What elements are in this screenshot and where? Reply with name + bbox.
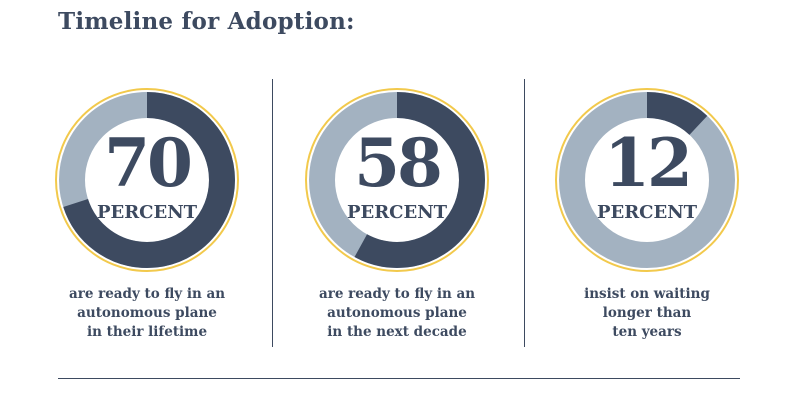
percent-label: PERCENT <box>596 202 698 223</box>
donut-gauge: 58 PERCENT <box>303 86 491 274</box>
caption-line: in the next decade <box>327 324 467 340</box>
percent-label: PERCENT <box>96 202 198 223</box>
gauge-value-segment <box>559 92 735 268</box>
percent-value: 58 <box>354 124 443 202</box>
caption-line: autonomous plane <box>77 305 217 321</box>
gauge-value-segment <box>309 92 485 268</box>
stat-panel-1: 70 PERCENT are ready to fly in an autono… <box>27 86 267 356</box>
caption-line: longer than <box>602 305 692 321</box>
gauge-outline <box>305 88 489 272</box>
gauge-outline <box>55 88 239 272</box>
percent-label: PERCENT <box>346 202 448 223</box>
percent-value: 12 <box>604 124 693 202</box>
column-divider <box>272 79 273 347</box>
stat-panel-2: 58 PERCENT are ready to fly in an autono… <box>277 86 517 356</box>
donut-gauge: 12 PERCENT <box>553 86 741 274</box>
column-divider <box>524 79 525 347</box>
stat-caption: insist on waiting longer than ten years <box>527 285 767 342</box>
bottom-rule <box>58 378 740 379</box>
caption-line: autonomous plane <box>327 305 467 321</box>
donut-chart <box>55 88 239 272</box>
gauge-outline <box>555 88 739 272</box>
caption-line: in their lifetime <box>86 324 208 340</box>
donut-chart <box>305 88 489 272</box>
stat-panel-3: 12 PERCENT insist on waiting longer than… <box>527 86 767 356</box>
stat-caption: are ready to fly in an autonomous plane … <box>277 285 517 342</box>
stat-caption: are ready to fly in an autonomous plane … <box>27 285 267 342</box>
page-title: Timeline for Adoption: <box>58 8 355 35</box>
caption-line: are ready to fly in an <box>318 286 476 302</box>
donut-gauge: 70 PERCENT <box>53 86 241 274</box>
gauge-value-segment <box>59 92 235 268</box>
caption-line: insist on waiting <box>584 286 710 302</box>
caption-line: are ready to fly in an <box>68 286 226 302</box>
percent-value: 70 <box>104 124 193 202</box>
donut-chart <box>555 88 739 272</box>
caption-line: ten years <box>612 324 682 340</box>
